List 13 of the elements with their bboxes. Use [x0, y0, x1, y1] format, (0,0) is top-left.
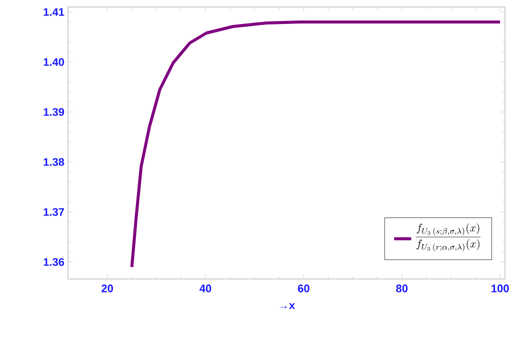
y-tick-label: 1.36 [44, 258, 64, 266]
y-tick-label: 1.38 [44, 158, 64, 166]
y-tick-label: 1.37 [44, 208, 64, 216]
x-tick-label: 80 [396, 284, 408, 292]
x-tick-label: 40 [200, 284, 212, 292]
x-tick-label: 20 [102, 284, 113, 292]
y-tick-label: 1.40 [44, 58, 64, 66]
x-axis-title: →x [280, 303, 295, 309]
y-tick-label: 1.41 [44, 8, 64, 16]
y-tick-label: 1.39 [44, 108, 64, 116]
x-tick-label: 60 [298, 284, 310, 292]
x-tick-label: 100 [492, 284, 509, 292]
legend-label: $\frac{f_{U_3\,(s;\beta,\sigma,\lambda)}(x)}{f_{U_3\,(r;\alpha,\sigma,\lambda)}(x)}$ [416, 223, 480, 252]
